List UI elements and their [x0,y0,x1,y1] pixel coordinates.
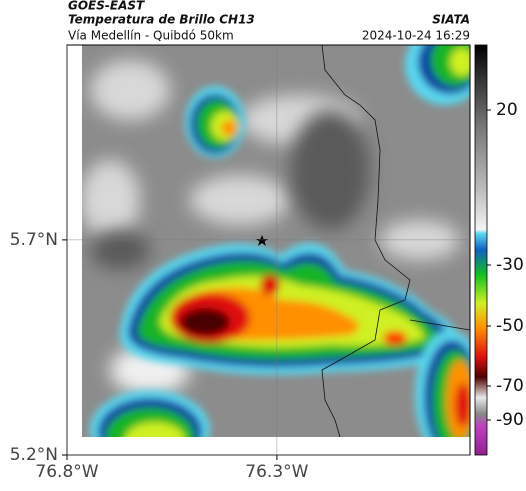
colorbar-tick-label: -70 [496,376,524,396]
border [409,319,470,331]
y-tick-label: 5.2°N [10,445,58,465]
colorbar-tick-label: -90 [496,410,524,430]
border [321,45,411,437]
x-tick-label: 76.8°W [35,462,98,482]
datetime: 2024-10-24 16:29 [362,29,470,43]
colorbar-tick-label: -50 [496,316,524,336]
colorbar [474,44,488,456]
colorbar-tick-label: 20 [496,100,518,120]
product: Temperatura de Brillo CH13 [68,13,255,27]
location-marker [256,235,268,246]
route: Vía Medellín - Quibdó 50km [68,29,234,43]
x-tick-label: 76.3°W [245,462,308,482]
colorbar-tick-label: -30 [496,255,524,275]
y-tick-label: 5.7°N [10,230,58,250]
satellite-image [82,45,470,437]
source: GOES-EAST [68,0,145,13]
agency: SIATA [432,13,470,27]
